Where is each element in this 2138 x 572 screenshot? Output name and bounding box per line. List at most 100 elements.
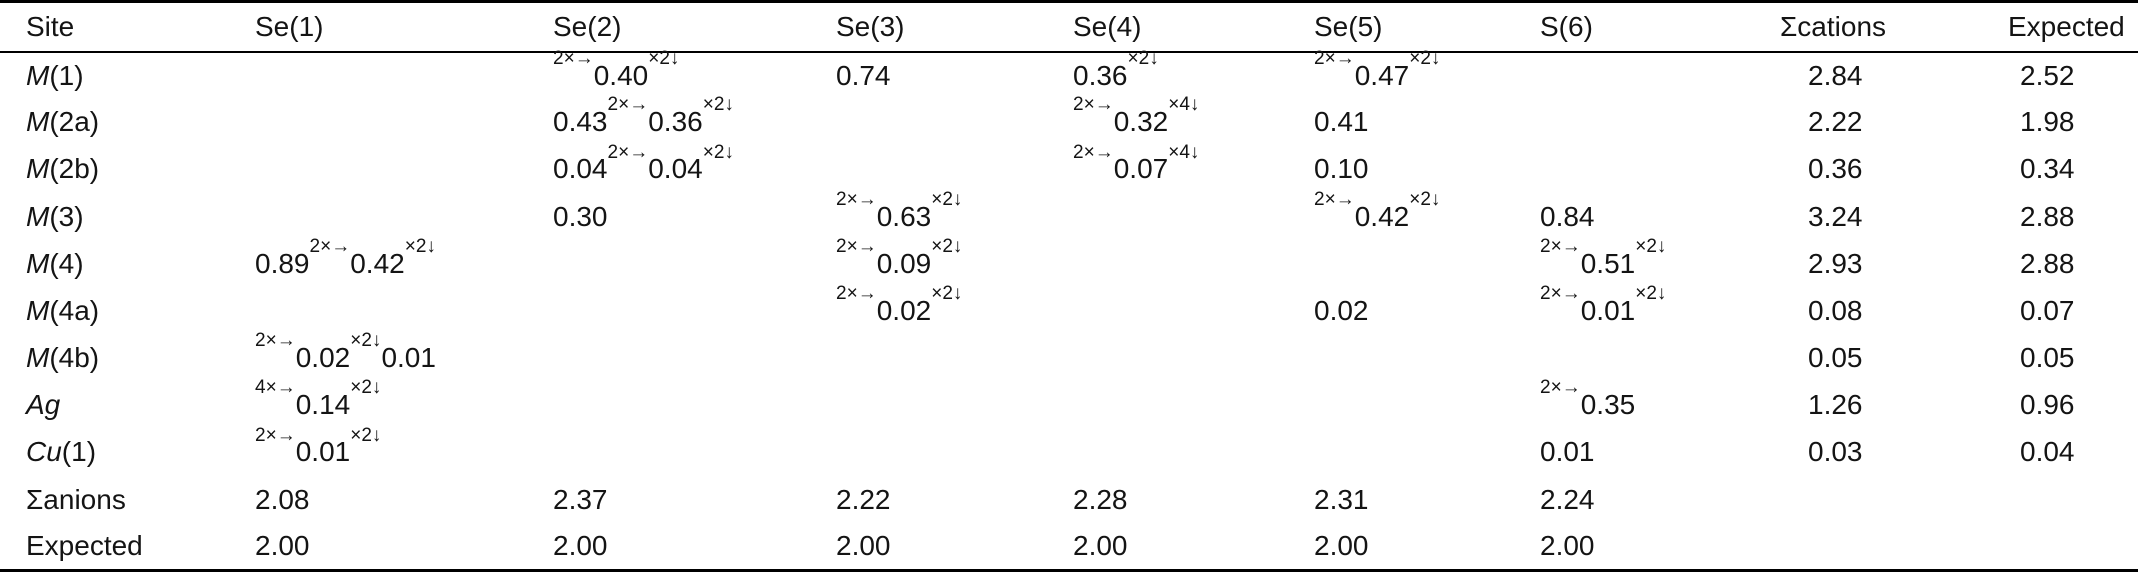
table-cell: 0.30 [553, 193, 836, 240]
value-text: 0.32 [1113, 106, 1169, 138]
value-text: (4b) [49, 342, 100, 374]
multiplicity-superscript: 2×→ [1540, 283, 1581, 305]
table-cell: 0.08 [1780, 287, 2008, 334]
multiplicity-superscript: 4×→ [255, 377, 296, 399]
value-text: 2.00 [553, 530, 608, 562]
table-cell: 2.00 [1540, 523, 1780, 570]
italic-symbol: M [26, 294, 50, 326]
italic-symbol: M [26, 59, 50, 91]
table-cell: 0.36 [1780, 146, 2008, 193]
table-cell: 2×→0.51×2↓ [1540, 237, 1780, 287]
multiplicity-superscript: 2×→ [1540, 235, 1581, 257]
header-row: Site Se(1) Se(2) Se(3) Se(4) Se(5) S(6) Σcation… [0, 2, 2138, 52]
table-cell: 0.41 [1314, 99, 1540, 146]
table-cell [1073, 240, 1314, 287]
multiplicity-superscript: ×2↓ [350, 330, 382, 352]
table-cell [1073, 429, 1314, 476]
value-text: 2.22 [836, 483, 891, 515]
value-text: 0.43 [553, 106, 608, 138]
table-cell: 0.01 [1540, 429, 1780, 476]
column-header-se4: Se(4) [1073, 10, 1142, 42]
italic-symbol: M [26, 247, 50, 279]
value-text: 0.47 [1354, 59, 1410, 91]
value-text: 0.40 [593, 59, 649, 91]
table-cell [2008, 476, 2138, 523]
value-text: (2b) [49, 153, 100, 185]
table-cell [1314, 429, 1540, 476]
table-cell: 2×→0.07×4↓ [1073, 143, 1314, 193]
table-cell: 2.00 [1073, 523, 1314, 570]
italic-symbol: M [26, 153, 50, 185]
multiplicity-superscript: ×2↓ [931, 283, 963, 305]
multiplicity-superscript: ×2↓ [702, 94, 734, 116]
italic-symbol: M [26, 106, 50, 138]
table-cell: 2.22 [836, 476, 1073, 523]
value-text: (2a) [49, 106, 100, 138]
value-text: (4) [49, 247, 84, 279]
row-label: Expected [0, 523, 255, 570]
table-row: M(2b) 0.042×→0.04×2↓ 2×→0.07×4↓ 0.10 0.36 0.3… [0, 143, 2138, 193]
value-text: 0.01 [295, 436, 351, 468]
table-header: Site Se(1) Se(2) Se(3) Se(4) Se(5) S(6) Σcation… [0, 2, 2138, 52]
multiplicity-superscript: 2×→ [607, 94, 649, 116]
table-cell [1073, 335, 1314, 382]
row-label: Cu(1) [0, 429, 255, 476]
table-cell [255, 287, 553, 334]
table-cell: 2×→0.01×2↓ [255, 426, 553, 476]
row-label: Σanions [0, 476, 255, 523]
value-text: 0.35 [1580, 389, 1636, 421]
table-cell: 0.432×→0.36×2↓ [553, 95, 836, 146]
table-cell [255, 99, 553, 146]
value-text: 0.74 [836, 59, 891, 91]
table-cell [553, 335, 836, 382]
italic-symbol: M [26, 200, 50, 232]
table-cell: 2×→0.42×2↓ [1314, 190, 1540, 240]
multiplicity-superscript: 2×→ [1073, 94, 1114, 116]
value-text: 0.07 [1113, 153, 1169, 185]
multiplicity-superscript: 2×→ [255, 424, 296, 446]
value-text: 2.84 [1808, 59, 1863, 91]
table-cell [1073, 382, 1314, 429]
table-cell: 2.84 [1780, 52, 2008, 99]
value-text: (4a) [49, 294, 100, 326]
row-label: Ag [0, 382, 255, 429]
multiplicity-superscript: 2×→ [836, 188, 877, 210]
value-text: 0.05 [1808, 342, 1863, 374]
multiplicity-superscript: ×2↓ [1409, 188, 1441, 210]
multiplicity-superscript: ×2↓ [1409, 47, 1441, 69]
table-cell [255, 193, 553, 240]
value-text: 0.01 [1580, 294, 1636, 326]
table-cell: 2×→0.09×2↓ [836, 237, 1073, 287]
value-text: 2.37 [553, 483, 608, 515]
table-cell: 3.24 [1780, 193, 2008, 240]
value-text: (3) [49, 200, 84, 232]
value-text: 2.08 [255, 483, 310, 515]
multiplicity-superscript: ×2↓ [1635, 235, 1667, 257]
table-cell [1540, 52, 1780, 99]
multiplicity-superscript: 2×→ [836, 235, 877, 257]
table-cell: 1.98 [2008, 99, 2138, 146]
multiplicity-superscript: 2×→ [836, 283, 877, 305]
table-cell: 2.00 [255, 523, 553, 570]
value-text: 0.96 [2020, 389, 2075, 421]
value-text: 0.36 [1073, 59, 1128, 91]
table-cell [836, 335, 1073, 382]
value-text: (1) [61, 436, 97, 468]
column-header-se2: Se(2) [553, 10, 622, 42]
table-cell: 2.88 [2008, 193, 2138, 240]
multiplicity-superscript: 2×→ [1540, 377, 1581, 399]
row-label: M(4) [0, 240, 255, 287]
table-cell [1780, 523, 2008, 570]
multiplicity-superscript: ×2↓ [931, 188, 963, 210]
table-cell [553, 429, 836, 476]
column-header-se1: Se(1) [255, 10, 324, 42]
value-text: 0.10 [1314, 153, 1369, 185]
table-cell: 0.36×2↓ [1073, 49, 1314, 99]
value-text: 2.52 [2020, 59, 2075, 91]
multiplicity-superscript: ×2↓ [404, 235, 436, 257]
table-row: M(4a) 2×→0.02×2↓ 0.02 2×→0.01×2↓ 0.08 0.07 [0, 284, 2138, 334]
table-cell: 2.22 [1780, 99, 2008, 146]
multiplicity-superscript: ×2↓ [702, 141, 734, 163]
table-cell [1540, 99, 1780, 146]
